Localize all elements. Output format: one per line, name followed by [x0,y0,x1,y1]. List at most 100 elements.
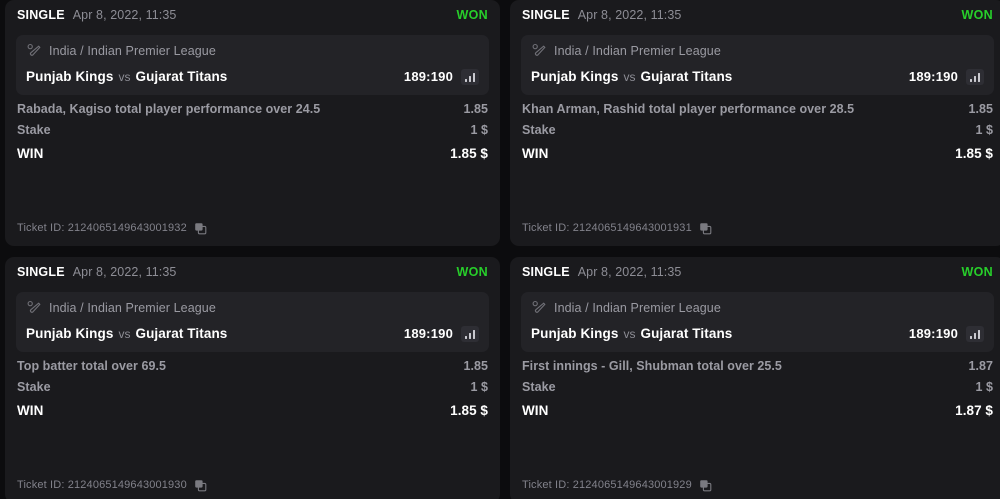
win-row: WIN 1.85 $ [17,403,488,425]
selection-label: Top batter total over 69.5 [17,359,167,373]
vs-label: vs [623,326,636,341]
copy-icon[interactable] [194,478,208,492]
cricket-icon [531,300,547,316]
ticket-spacer [16,425,489,473]
statistics-icon[interactable] [966,68,984,85]
odds-value: 1.85 [463,102,488,116]
away-team-name: Gujarat Titans [640,326,733,341]
home-team-name: Punjab Kings [26,69,114,84]
status-badge: WON [961,265,993,279]
selection-label: Rabada, Kagiso total player performance … [17,102,321,116]
stake-value: 1 $ [470,380,488,394]
win-value: 1.85 $ [450,146,488,161]
away-team-name: Gujarat Titans [135,69,228,84]
odds-value: 1.87 [968,359,993,373]
win-value: 1.87 $ [955,403,993,418]
ticket-id: Ticket ID: 2124065149643001932 [17,222,187,234]
bet-details: Top batter total over 69.5 1.85 Stake 1 … [16,352,489,425]
bet-details: Rabada, Kagiso total player performance … [16,95,489,168]
ticket-footer: Ticket ID: 2124065149643001931 [521,216,994,240]
statistics-icon[interactable] [461,325,479,342]
stake-value: 1 $ [975,123,993,137]
match-score: 189:190 [908,326,958,341]
bet-type-label: SINGLE [522,265,570,279]
bet-type-label: SINGLE [17,8,65,22]
stake-row: Stake 1 $ [522,380,993,401]
selection-label: First innings - Gill, Shubman total over… [522,359,782,373]
stake-value: 1 $ [470,123,488,137]
stake-label: Stake [17,380,51,394]
status-badge: WON [456,265,488,279]
statistics-icon[interactable] [461,68,479,85]
bet-ticket-card[interactable]: SINGLE Apr 8, 2022, 11:35 WON India / In… [510,0,1000,246]
odds-value: 1.85 [968,102,993,116]
stake-label: Stake [522,380,556,394]
win-label: WIN [522,403,549,418]
league-name: India / Indian Premier League [554,301,721,315]
ticket-footer: Ticket ID: 2124065149643001929 [521,473,994,497]
stake-value: 1 $ [975,380,993,394]
match-panel[interactable]: India / Indian Premier League Punjab Kin… [16,292,489,352]
selection-label: Khan Arman, Rashid total player performa… [522,102,855,116]
league-row: India / Indian Premier League [26,42,479,60]
bet-type-label: SINGLE [522,8,570,22]
match-panel[interactable]: India / Indian Premier League Punjab Kin… [521,292,994,352]
teams-row: Punjab Kings vs Gujarat Titans 189:190 [531,324,984,343]
vs-label: vs [118,326,131,341]
copy-icon[interactable] [699,478,713,492]
bet-ticket-card[interactable]: SINGLE Apr 8, 2022, 11:35 WON India / In… [5,0,500,246]
win-label: WIN [17,146,44,161]
league-name: India / Indian Premier League [49,44,216,58]
stake-row: Stake 1 $ [17,123,488,144]
selection-row: Top batter total over 69.5 1.85 [17,359,488,380]
win-value: 1.85 $ [955,146,993,161]
cricket-icon [26,43,42,59]
win-row: WIN 1.87 $ [522,403,993,425]
match-panel[interactable]: India / Indian Premier League Punjab Kin… [16,35,489,95]
bet-date: Apr 8, 2022, 11:35 [72,265,177,279]
ticket-header: SINGLE Apr 8, 2022, 11:35 WON [16,8,489,30]
ticket-spacer [16,168,489,216]
home-team-name: Punjab Kings [531,69,619,84]
statistics-icon[interactable] [966,325,984,342]
ticket-id: Ticket ID: 2124065149643001931 [522,222,692,234]
match-score: 189:190 [403,326,453,341]
stake-label: Stake [17,123,51,137]
league-row: India / Indian Premier League [531,299,984,317]
status-badge: WON [456,8,488,22]
home-team-name: Punjab Kings [531,326,619,341]
selection-row: Khan Arman, Rashid total player performa… [522,102,993,123]
win-value: 1.85 $ [450,403,488,418]
cricket-icon [26,300,42,316]
away-team-name: Gujarat Titans [640,69,733,84]
match-panel[interactable]: India / Indian Premier League Punjab Kin… [521,35,994,95]
win-row: WIN 1.85 $ [522,146,993,168]
copy-icon[interactable] [194,221,208,235]
home-team-name: Punjab Kings [26,326,114,341]
bet-ticket-card[interactable]: SINGLE Apr 8, 2022, 11:35 WON India / In… [510,257,1000,499]
league-row: India / Indian Premier League [531,42,984,60]
ticket-footer: Ticket ID: 2124065149643001930 [16,473,489,497]
bet-details: Khan Arman, Rashid total player performa… [521,95,994,168]
league-name: India / Indian Premier League [49,301,216,315]
ticket-header: SINGLE Apr 8, 2022, 11:35 WON [521,265,994,287]
stake-label: Stake [522,123,556,137]
ticket-id: Ticket ID: 2124065149643001929 [522,479,692,491]
win-label: WIN [17,403,44,418]
copy-icon[interactable] [699,221,713,235]
bet-ticket-card[interactable]: SINGLE Apr 8, 2022, 11:35 WON India / In… [5,257,500,499]
match-score: 189:190 [403,69,453,84]
bet-type-label: SINGLE [17,265,65,279]
status-badge: WON [961,8,993,22]
bet-date: Apr 8, 2022, 11:35 [577,8,682,22]
ticket-header: SINGLE Apr 8, 2022, 11:35 WON [16,265,489,287]
bet-details: First innings - Gill, Shubman total over… [521,352,994,425]
away-team-name: Gujarat Titans [135,326,228,341]
win-label: WIN [522,146,549,161]
win-row: WIN 1.85 $ [17,146,488,168]
ticket-footer: Ticket ID: 2124065149643001932 [16,216,489,240]
ticket-header: SINGLE Apr 8, 2022, 11:35 WON [521,8,994,30]
bet-date: Apr 8, 2022, 11:35 [72,8,177,22]
match-score: 189:190 [908,69,958,84]
